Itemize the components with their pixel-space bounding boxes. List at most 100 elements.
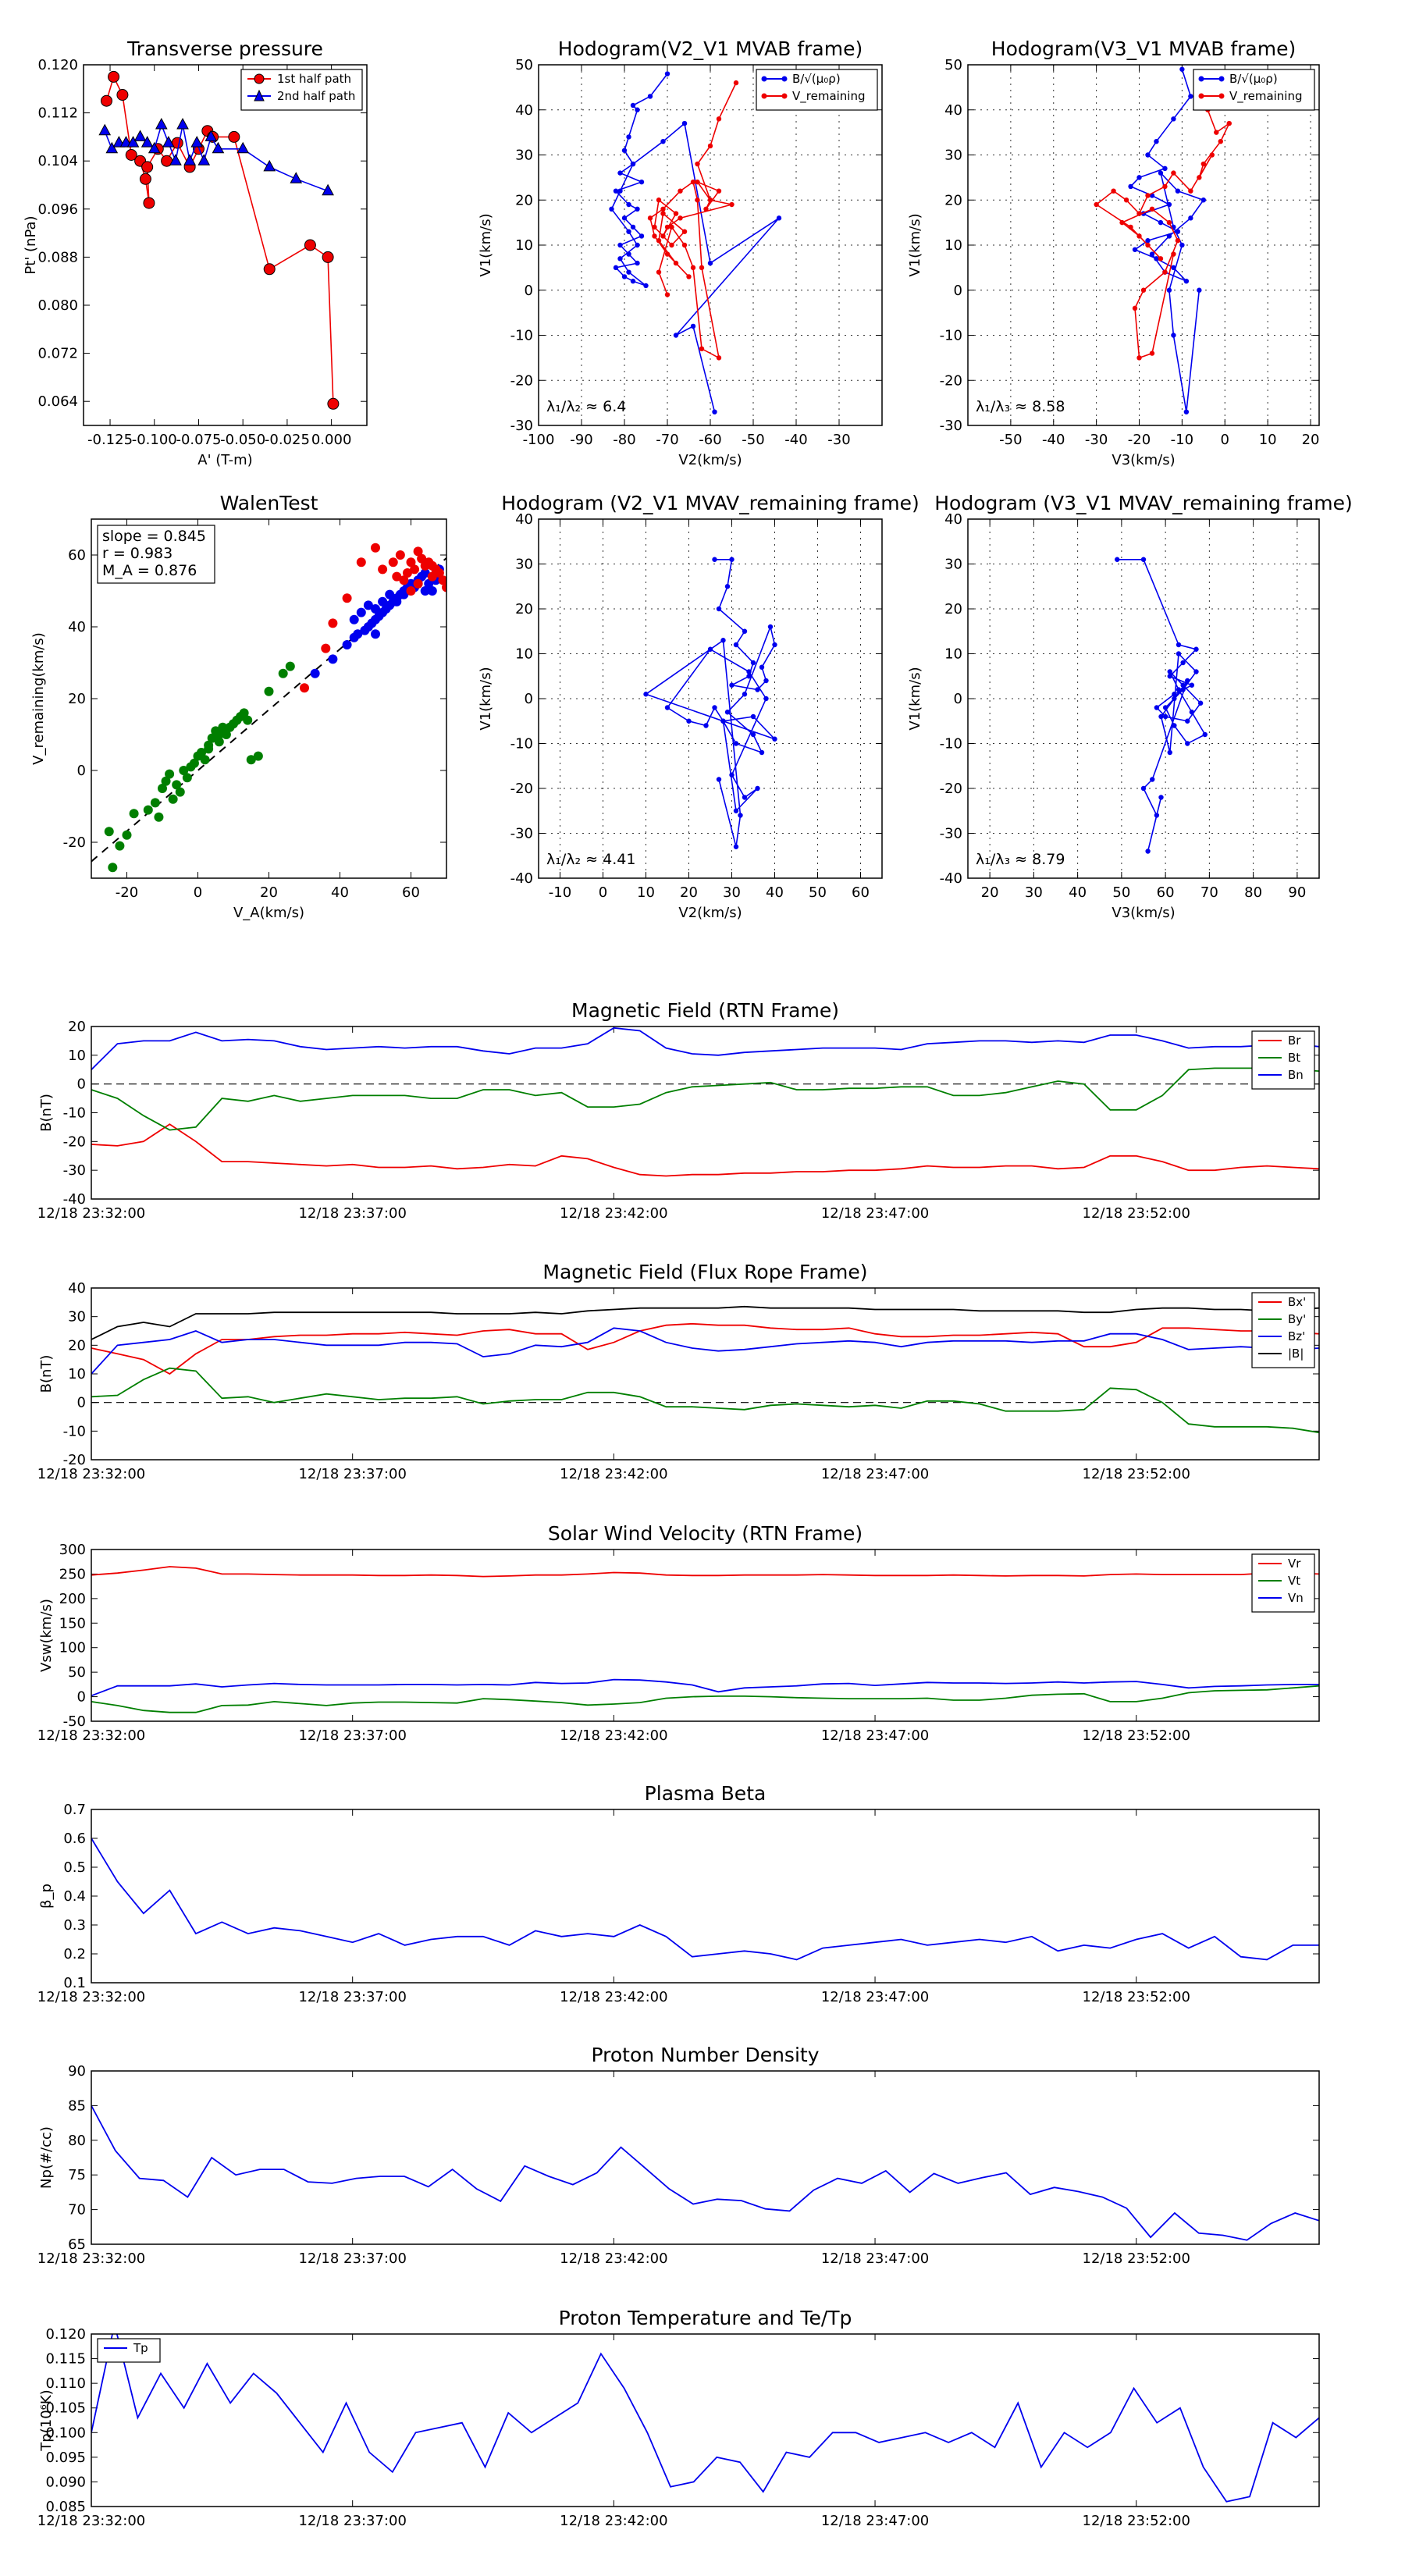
legend-label: Vt: [1288, 1574, 1300, 1588]
x-tick-label: 12/18 23:52:00: [1083, 2513, 1190, 2529]
data-point: [1197, 175, 1202, 180]
series-line-1: [91, 1067, 1319, 1131]
plot-area: [643, 557, 777, 849]
data-point: [613, 265, 619, 271]
data-point: [322, 251, 334, 263]
data-point: [776, 215, 782, 221]
data-point: [678, 188, 683, 194]
y-tick-label: -50: [63, 1713, 86, 1730]
data-point: [635, 206, 640, 212]
data-point: [1171, 251, 1176, 257]
x-tick-label: -0.050: [220, 432, 265, 448]
data-point: [729, 682, 735, 688]
x-tick-label: 20: [981, 884, 999, 901]
x-tick-label: 12/18 23:32:00: [37, 1989, 145, 2005]
data-point: [182, 773, 192, 783]
proton-temperature-chart: Proton Temperature and Te/Tp 12/18 23:32:…: [37, 2307, 1320, 2529]
legend-label: |B|: [1288, 1347, 1304, 1361]
data-point: [200, 755, 210, 765]
data-point: [750, 713, 756, 720]
plot-title: Hodogram(V3_V1 MVAB frame): [991, 37, 1296, 60]
y-tick-label: 300: [59, 1542, 86, 1558]
legend-label: Tp: [133, 2341, 148, 2355]
data-point: [630, 224, 636, 230]
x-tick-label: 12/18 23:42:00: [560, 1989, 667, 2005]
data-point: [356, 607, 366, 617]
plot-area: [91, 2334, 1319, 2503]
x-axis-label: A' (T-m): [197, 452, 252, 468]
data-point: [300, 683, 309, 693]
y-tick-label: 0.3: [63, 1917, 86, 1934]
x-tick-label: 0: [599, 884, 607, 901]
data-point: [1136, 233, 1142, 239]
series-line-2: [91, 1678, 1319, 1697]
data-point: [750, 731, 756, 738]
data-point: [630, 279, 636, 284]
plot-title: Solar Wind Velocity (RTN Frame): [548, 1522, 863, 1545]
axes-frame: [91, 1549, 1320, 1722]
data-point: [1145, 193, 1151, 198]
data-point: [417, 553, 427, 564]
data-point: [746, 669, 752, 674]
data-point: [1226, 120, 1232, 126]
x-tick-label: 12/18 23:47:00: [821, 1205, 929, 1222]
data-point: [626, 251, 631, 257]
x-tick-label: 12/18 23:37:00: [298, 2250, 406, 2267]
data-point: [197, 748, 207, 757]
x-tick-label: -0.100: [132, 432, 177, 448]
data-point: [1162, 165, 1168, 172]
y-tick-label: -30: [940, 826, 962, 842]
data-point: [1128, 183, 1133, 190]
y-tick-label: -30: [510, 418, 533, 434]
data-point: [125, 149, 137, 161]
data-point: [681, 242, 688, 248]
y-tick-label: 0.7: [63, 1802, 86, 1818]
y-tick-label: 70: [68, 2202, 86, 2218]
data-point: [1167, 669, 1172, 674]
x-tick-label: 12/18 23:32:00: [37, 1205, 145, 1222]
data-point: [169, 154, 182, 165]
data-point: [712, 705, 717, 710]
data-point: [371, 604, 380, 614]
x-tick-label: 12/18 23:42:00: [560, 1205, 667, 1222]
x-tick-label: 12/18 23:42:00: [560, 1466, 667, 1482]
data-point: [413, 546, 423, 557]
data-point: [395, 550, 405, 560]
hodogram-v3-v1-mvab-chart: Hodogram(V3_V1 MVAB frame) -50 -40 -30 -20 -1…: [907, 37, 1320, 468]
data-point: [228, 130, 240, 143]
x-tick-label: 90: [1288, 884, 1306, 901]
data-point: [1158, 795, 1164, 800]
data-point: [626, 201, 631, 208]
x-tick-label: -60: [699, 432, 721, 448]
y-tick-label: -30: [63, 1162, 86, 1179]
data-point: [690, 323, 696, 329]
magnetic-field-flux-rope-chart: Magnetic Field (Flux Rope Frame) 12/18 23…: [37, 1261, 1320, 1482]
data-point: [729, 772, 735, 777]
data-point: [263, 263, 276, 276]
data-point: [310, 668, 320, 678]
data-point: [733, 844, 739, 849]
data-point: [1188, 215, 1193, 221]
y-tick-label: 75: [68, 2167, 86, 2183]
x-axis-label: V2(km/s): [678, 452, 742, 468]
y-tick-label: 0.112: [37, 105, 78, 122]
data-point: [707, 143, 713, 149]
x-tick-label: -50: [742, 432, 764, 448]
axes-frame: [91, 2333, 1320, 2507]
data-point: [1154, 138, 1159, 144]
data-point: [388, 557, 398, 568]
data-point: [652, 224, 657, 230]
data-point: [139, 173, 151, 185]
data-point: [656, 197, 662, 203]
data-point: [322, 183, 334, 196]
y-tick-label: 30: [515, 148, 533, 164]
y-tick-label: 60: [68, 547, 86, 564]
y-tick-label: -20: [63, 1452, 86, 1468]
axes-frame: [91, 2070, 1320, 2245]
legend: [1251, 1292, 1315, 1368]
data-point: [420, 568, 430, 578]
y-axis-label: V_remaining(km/s): [30, 632, 47, 765]
data-point: [1162, 269, 1168, 275]
y-tick-label: 200: [59, 1591, 86, 1607]
data-point: [772, 736, 777, 742]
